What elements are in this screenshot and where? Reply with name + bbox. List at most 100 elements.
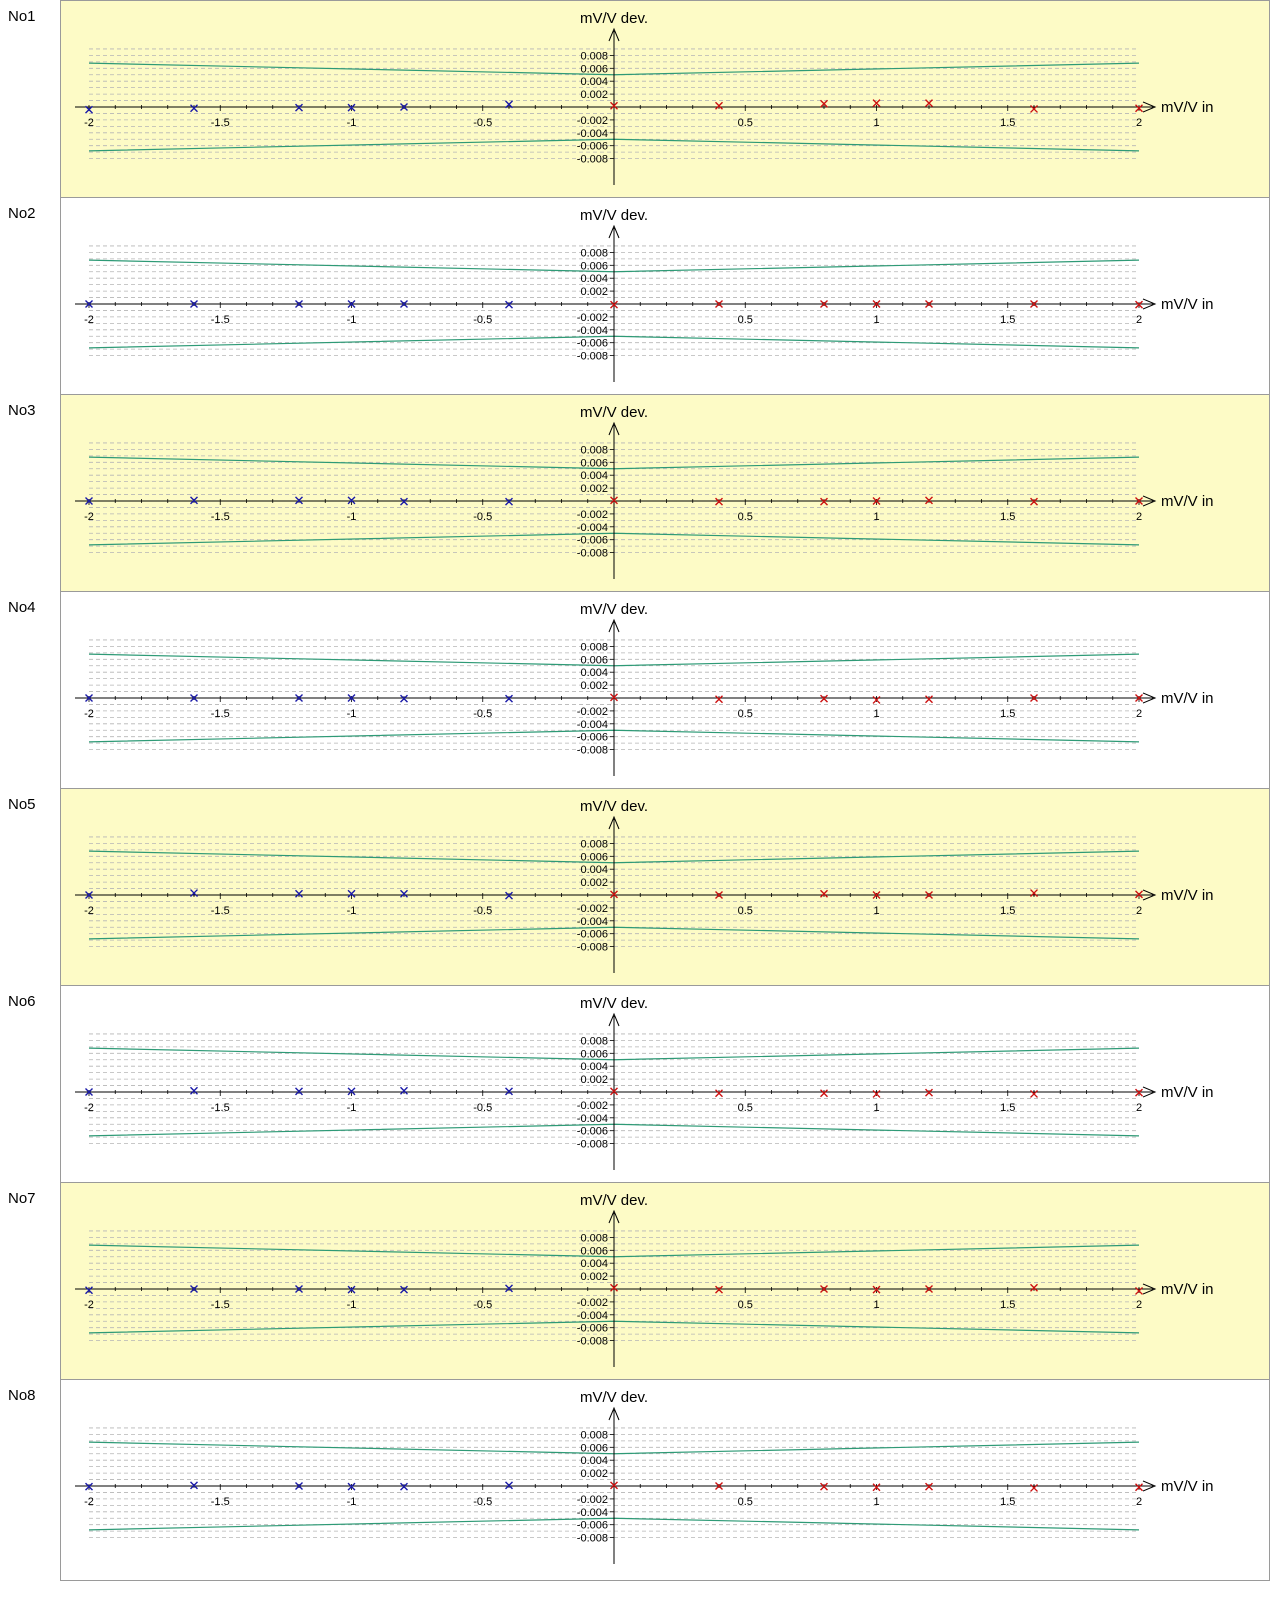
negative-data-point-mark bbox=[85, 891, 93, 899]
positive-data-point-mark bbox=[1030, 889, 1038, 898]
x-tick-label: -0.5 bbox=[473, 1102, 492, 1114]
negative-data-point bbox=[190, 1086, 198, 1095]
y-tick-label: -0.006 bbox=[577, 1323, 608, 1335]
negative-data-point-mark bbox=[400, 300, 408, 308]
x-tick-label: -1.5 bbox=[211, 117, 230, 129]
x-axis-arrow bbox=[1142, 1283, 1157, 1295]
x-tick-label: 1 bbox=[873, 117, 879, 129]
y-tick-label: -0.004 bbox=[577, 1310, 608, 1322]
negative-data-point-mark bbox=[295, 103, 303, 112]
y-tick-label: -0.004 bbox=[577, 522, 608, 534]
positive-data-point bbox=[1030, 1089, 1038, 1098]
x-tick-label: 2 bbox=[1136, 708, 1142, 720]
y-tick-label: 0.004 bbox=[580, 76, 608, 88]
positive-data-point bbox=[610, 693, 618, 702]
y-tick-label: -0.002 bbox=[577, 1494, 608, 1506]
positive-data-point-mark bbox=[872, 695, 881, 704]
x-tick-label: -1 bbox=[347, 905, 357, 917]
chart-row: No8 -2 -1.5 -1 -0.5 0.5 1 1.5 2 0.008 0.006 0.004 0.… bbox=[0, 1379, 1271, 1581]
y-tick-label: -0.006 bbox=[577, 1126, 608, 1138]
positive-data-point bbox=[1135, 1088, 1143, 1097]
x-tick-label: 1.5 bbox=[1000, 1102, 1015, 1114]
x-axis-title: mV/V in bbox=[1161, 1281, 1214, 1298]
x-tick-label: 0.5 bbox=[738, 708, 753, 720]
y-tick-label: -0.006 bbox=[577, 338, 608, 350]
negative-data-point bbox=[505, 1284, 513, 1293]
x-tick-label: -1.5 bbox=[211, 1496, 230, 1508]
x-tick-label: 0.5 bbox=[738, 117, 753, 129]
positive-data-point-mark bbox=[1135, 890, 1143, 899]
negative-data-point bbox=[505, 1087, 513, 1096]
positive-data-point bbox=[1135, 1286, 1143, 1295]
positive-data-point bbox=[1030, 104, 1038, 113]
positive-data-point-mark bbox=[610, 1283, 618, 1292]
negative-data-point bbox=[295, 1482, 303, 1490]
x-tick-label: 0.5 bbox=[738, 314, 753, 326]
x-axis-arrow bbox=[1142, 692, 1157, 704]
chart-row: No3 -2 -1.5 -1 -0.5 0.5 1 1.5 2 0.008 0.006 0.004 0.… bbox=[0, 394, 1271, 596]
x-axis-title: mV/V in bbox=[1161, 99, 1214, 116]
negative-data-point bbox=[347, 103, 356, 112]
negative-data-point bbox=[400, 103, 408, 111]
x-axis-arrow bbox=[1142, 1086, 1157, 1098]
y-tick-label: 0.002 bbox=[580, 1074, 608, 1086]
negative-data-point bbox=[400, 889, 408, 898]
x-tick-label: -0.5 bbox=[473, 905, 492, 917]
x-axis-arrow bbox=[1142, 889, 1157, 901]
chart-label: No7 bbox=[8, 1190, 36, 1207]
negative-data-point-mark bbox=[85, 1482, 93, 1491]
y-axis-title: mV/V dev. bbox=[580, 601, 648, 618]
y-tick-label: 0.006 bbox=[580, 1245, 608, 1257]
x-tick-label: -2 bbox=[84, 511, 94, 523]
negative-data-point-mark bbox=[347, 889, 356, 898]
chart-panel: -2 -1.5 -1 -0.5 0.5 1 1.5 2 0.008 0.006 0.004 0.002… bbox=[60, 591, 1270, 793]
x-tick-label: 1 bbox=[873, 708, 879, 720]
negative-data-point bbox=[347, 1285, 356, 1294]
negative-data-point-mark bbox=[85, 497, 93, 505]
positive-data-point bbox=[872, 891, 881, 899]
positive-data-point bbox=[1030, 889, 1038, 898]
positive-data-point bbox=[715, 101, 723, 110]
x-tick-label: 0.5 bbox=[738, 511, 753, 523]
negative-data-point-mark bbox=[190, 104, 198, 113]
positive-data-point-mark bbox=[872, 497, 881, 505]
x-tick-label: -0.5 bbox=[473, 117, 492, 129]
y-tick-label: 0.004 bbox=[580, 667, 608, 679]
negative-data-point-mark bbox=[295, 1482, 303, 1490]
negative-data-point bbox=[85, 1088, 93, 1096]
y-tick-label: 0.002 bbox=[580, 1468, 608, 1480]
y-tick-label: -0.008 bbox=[577, 745, 608, 757]
positive-data-point-mark bbox=[715, 1482, 723, 1490]
x-axis-title: mV/V in bbox=[1161, 887, 1214, 904]
x-axis-arrow bbox=[1142, 1480, 1157, 1492]
negative-data-point bbox=[190, 300, 198, 308]
positive-data-point bbox=[1030, 1483, 1038, 1492]
x-tick-label: -1 bbox=[347, 1102, 357, 1114]
positive-data-point-mark bbox=[820, 300, 828, 308]
positive-data-point-mark bbox=[715, 891, 723, 899]
y-tick-label: -0.006 bbox=[577, 535, 608, 547]
chart-panel: -2 -1.5 -1 -0.5 0.5 1 1.5 2 0.008 0.006 0.004 0.002… bbox=[60, 985, 1270, 1187]
negative-data-point-mark bbox=[505, 891, 513, 900]
positive-data-point-mark bbox=[610, 1087, 618, 1096]
negative-data-point-mark bbox=[400, 1482, 408, 1491]
y-axis-title: mV/V dev. bbox=[580, 207, 648, 224]
positive-data-point-mark bbox=[715, 497, 723, 506]
positive-data-point-mark bbox=[925, 496, 933, 505]
negative-data-point-mark bbox=[85, 1088, 93, 1096]
chart-label: No3 bbox=[8, 402, 36, 419]
y-tick-label: 0.002 bbox=[580, 286, 608, 298]
y-tick-label: 0.008 bbox=[580, 1429, 608, 1441]
positive-data-point bbox=[820, 694, 828, 703]
y-tick-label: -0.004 bbox=[577, 1113, 608, 1125]
x-tick-label: 2 bbox=[1136, 1496, 1142, 1508]
negative-data-point-mark bbox=[400, 497, 408, 506]
x-tick-label: -1 bbox=[347, 708, 357, 720]
x-tick-label: -2 bbox=[84, 1102, 94, 1114]
y-tick-label: 0.002 bbox=[580, 680, 608, 692]
positive-data-point-mark bbox=[1030, 497, 1038, 506]
negative-data-point bbox=[347, 889, 356, 898]
positive-data-point-mark bbox=[820, 889, 828, 898]
y-tick-label: 0.004 bbox=[580, 864, 608, 876]
positive-data-point-mark bbox=[925, 1088, 933, 1097]
